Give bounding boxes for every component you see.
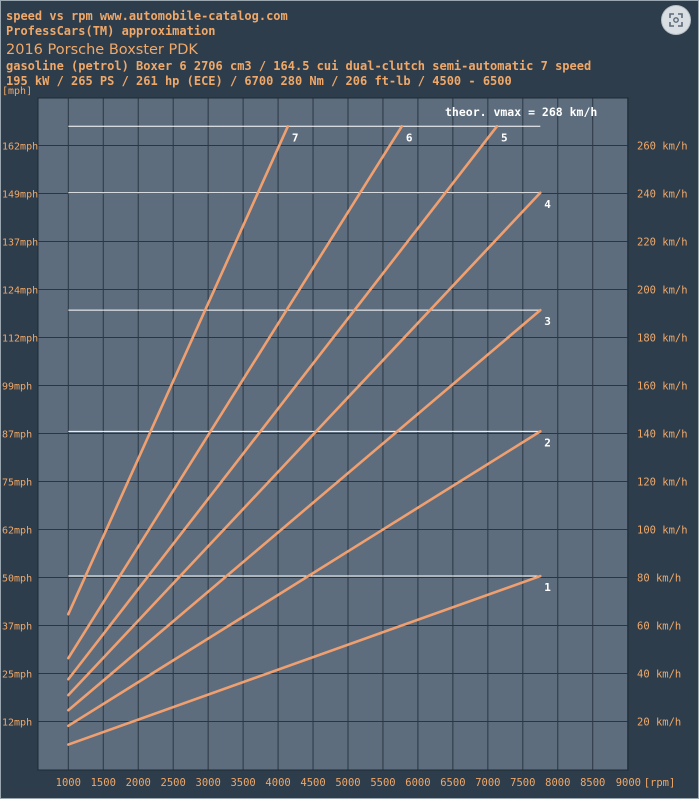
y-unit-label: [mph] <box>2 86 32 97</box>
y-tick-label-kmh: 100 km/h <box>637 525 688 537</box>
vmax-label: theor. vmax = 268 km/h <box>445 105 597 119</box>
y-tick-label-kmh: 80 km/h <box>637 573 681 585</box>
gear-label-3: 3 <box>544 315 551 328</box>
gear-line-1 <box>67 574 542 746</box>
y-tick-label-mph: 162mph <box>2 142 38 153</box>
y-tick-label-kmh: 180 km/h <box>637 333 688 345</box>
y-tick-label-kmh: 220 km/h <box>637 237 688 249</box>
y-tick-label-mph: 50mph <box>2 574 32 585</box>
gear-line-3 <box>67 308 542 712</box>
y-tick-label-kmh: 200 km/h <box>637 285 688 297</box>
x-tick-label: 5500 <box>370 777 395 789</box>
gear-label-6: 6 <box>406 131 413 144</box>
gear-label-7: 7 <box>292 131 299 144</box>
x-tick-label: 6000 <box>405 777 430 789</box>
y-tick-label-mph: 75mph <box>2 478 32 489</box>
gear-label-2: 2 <box>544 436 551 449</box>
gear-label-1: 1 <box>544 581 551 594</box>
chart-title-line1: speed vs rpm www.automobile-catalog.com <box>6 9 288 23</box>
y-tick-label-kmh: 20 km/h <box>637 717 681 729</box>
y-tick-label-kmh: 120 km/h <box>637 477 688 489</box>
y-tick-label-mph: 99mph <box>2 382 32 393</box>
x-tick-label: 6500 <box>440 777 465 789</box>
chart-title-line2: ProfessCars(TM) approximation <box>6 24 216 38</box>
x-tick-label: 7500 <box>510 777 535 789</box>
gear-line-4 <box>67 191 542 697</box>
y-tick-label-mph: 149mph <box>2 190 38 201</box>
gear-label-4: 4 <box>544 198 551 211</box>
y-tick-label-mph: 87mph <box>2 430 32 441</box>
x-tick-label: 9000 <box>616 777 641 789</box>
power-spec-line: 195 kW / 265 PS / 261 hp (ECE) / 6700 28… <box>6 74 512 88</box>
y-tick-label-mph: 25mph <box>2 670 32 681</box>
y-tick-label-mph: 124mph <box>2 286 38 297</box>
y-tick-label-mph: 12mph <box>2 718 32 729</box>
x-tick-label: 1500 <box>91 777 116 789</box>
x-tick-label: 3000 <box>196 777 221 789</box>
x-tick-label: 7000 <box>475 777 500 789</box>
y-tick-label-kmh: 260 km/h <box>637 141 688 153</box>
scan-icon[interactable] <box>662 6 690 34</box>
y-tick-label-kmh: 60 km/h <box>637 621 681 633</box>
x-tick-label: 2000 <box>126 777 151 789</box>
gear-line-7 <box>67 125 290 616</box>
plot-border <box>37 97 629 771</box>
x-tick-label: 1000 <box>56 777 81 789</box>
y-tick-label-mph: 37mph <box>2 622 32 633</box>
x-tick-label: 3500 <box>230 777 255 789</box>
y-tick-label-kmh: 160 km/h <box>637 381 688 393</box>
x-tick-label: 8500 <box>580 777 605 789</box>
engine-spec-line: gasoline (petrol) Boxer 6 2706 cm3 / 164… <box>6 59 592 73</box>
gear-label-5: 5 <box>501 131 508 144</box>
y-tick-label-kmh: 40 km/h <box>637 669 681 681</box>
x-tick-label: 5000 <box>335 777 360 789</box>
y-tick-label-kmh: 140 km/h <box>637 429 688 441</box>
x-tick-label: 8000 <box>545 777 570 789</box>
y-tick-label-mph: 62mph <box>2 526 32 537</box>
y-tick-label-mph: 137mph <box>2 238 38 249</box>
x-tick-label: 4500 <box>300 777 325 789</box>
y-tick-label-mph: 112mph <box>2 334 38 345</box>
gear-line-5 <box>67 125 499 681</box>
x-tick-label: 4000 <box>265 777 290 789</box>
car-model-title: 2016 Porsche Boxster PDK <box>6 42 198 58</box>
x-tick-label: 2500 <box>161 777 186 789</box>
y-tick-label-kmh: 240 km/h <box>637 189 688 201</box>
gear-line-2 <box>67 430 542 728</box>
x-unit-label: [rpm] <box>644 777 676 789</box>
gear-line-6 <box>67 125 404 660</box>
